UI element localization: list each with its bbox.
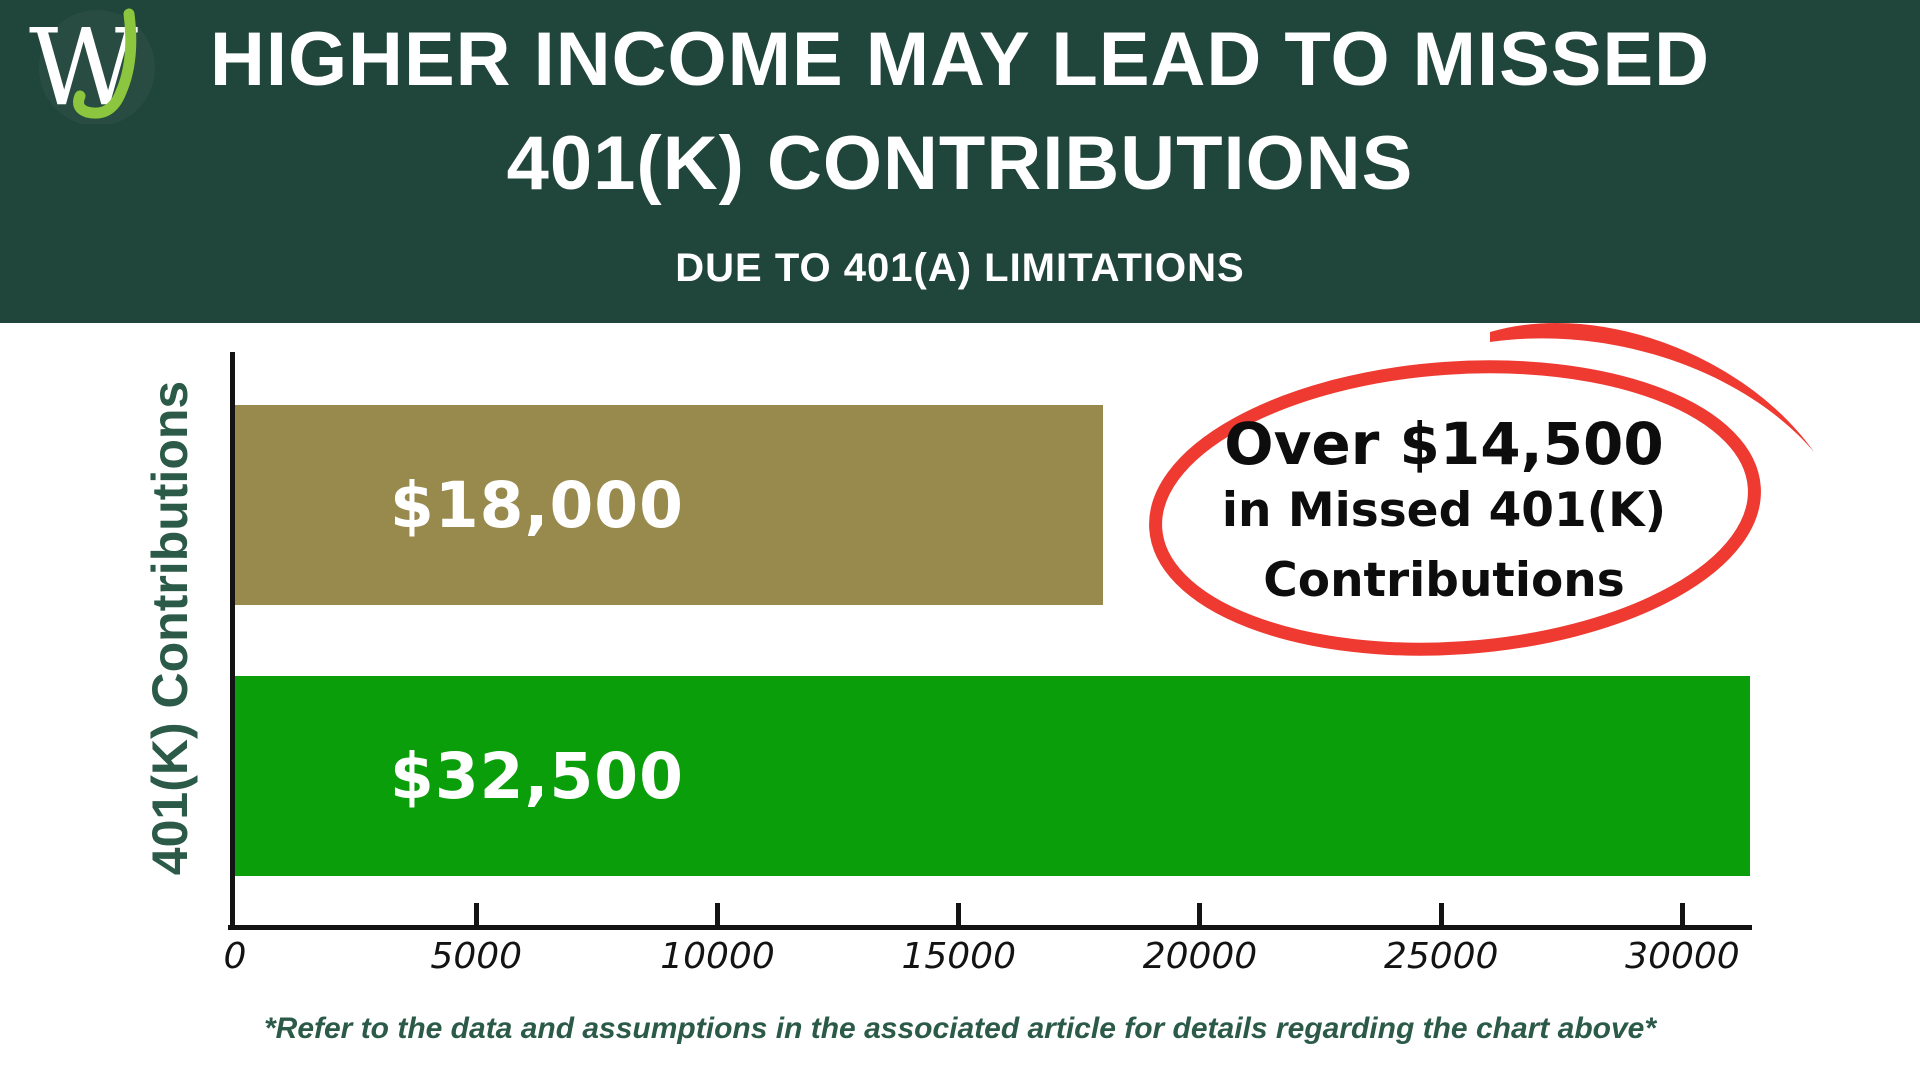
bar-value-label: $18,000 (390, 468, 684, 542)
x-axis-tick-mark (1197, 903, 1203, 925)
bar-value-label: $32,500 (390, 739, 684, 813)
x-axis-tick-label: 5000 (430, 936, 523, 977)
page-subtitle: DUE TO 401(A) LIMITATIONS (675, 246, 1245, 290)
footer-disclaimer: *Refer to the data and assumptions in th… (263, 1012, 1657, 1045)
wj-monogram-logo: W (29, 6, 155, 124)
annotation-line2: in Missed 401(K) (1221, 483, 1667, 538)
x-axis-tick-label: 20000 (1142, 936, 1258, 977)
x-axis-tick-label: 10000 (660, 936, 775, 977)
y-axis-label: 401(K) Contributions (142, 380, 198, 876)
annotation-amount: Over $14,500 (1224, 410, 1664, 478)
x-axis-tick-label: 15000 (901, 936, 1016, 977)
bar-1: $18,000 (235, 405, 1104, 605)
red-ellipse-stroke (1149, 360, 1761, 656)
x-axis-tick-mark (1679, 903, 1685, 925)
red-swoosh-stroke (1490, 322, 1814, 452)
red-circle-annotation (1149, 322, 1814, 656)
annotation-text-block: Over $14,500 in Missed 401(K) Contributi… (1144, 412, 1744, 616)
y-axis-line (230, 352, 235, 930)
annotation-line3: Contributions (1263, 553, 1625, 608)
x-axis-tick-label: 25000 (1383, 936, 1499, 977)
bar-2: $32,500 (235, 676, 1750, 876)
x-axis-tick-mark (1438, 903, 1444, 925)
x-axis-tick-label: 30000 (1625, 936, 1740, 977)
x-axis-tick-mark (473, 903, 479, 925)
x-axis-tick-label: 0 (223, 936, 247, 977)
logo-letter-j (73, 8, 137, 119)
page-title-line1: HIGHER INCOME MAY LEAD TO MISSED (209, 17, 1711, 102)
x-axis-tick-mark (956, 903, 962, 925)
x-axis-tick-mark (714, 903, 720, 925)
x-axis-line (228, 925, 1752, 930)
page-title-line2: 401(K) CONTRIBUTIONS (506, 121, 1414, 206)
header-banner: W HIGHER INCOME MAY LEAD TO MISSED 401(K… (0, 0, 1920, 323)
